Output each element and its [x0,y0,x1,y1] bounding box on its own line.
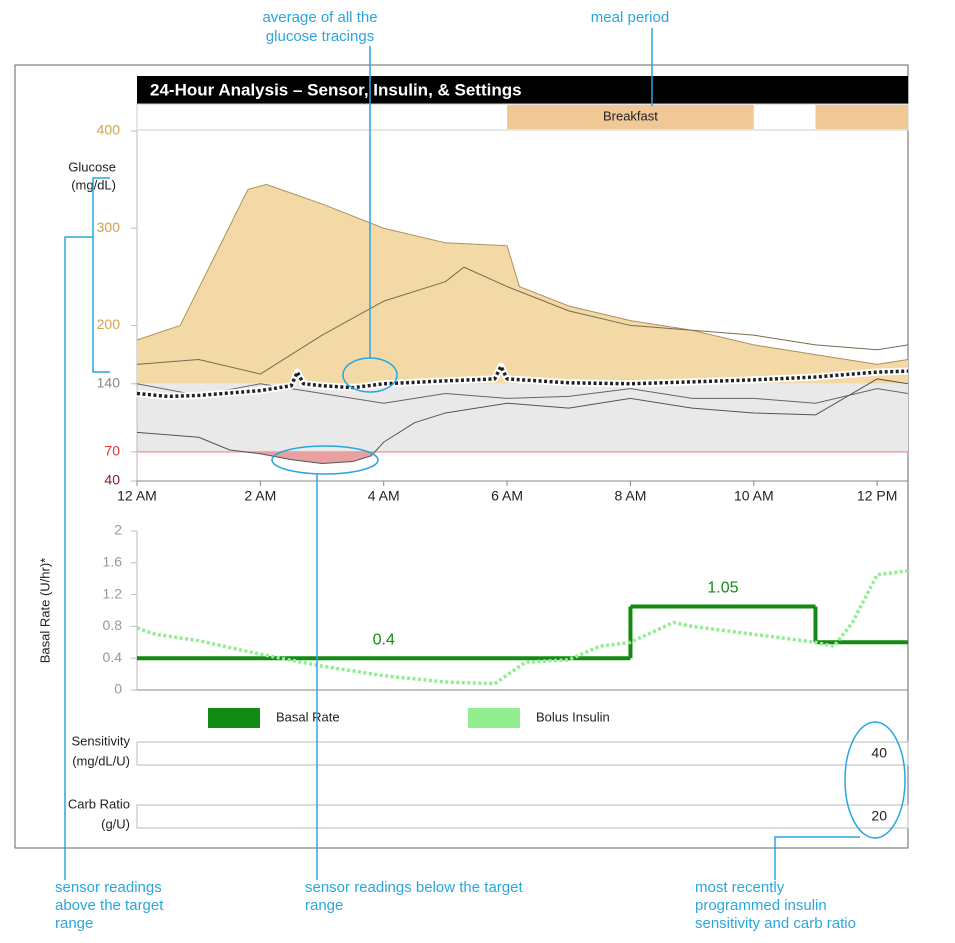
report-frame [14,64,909,849]
annotation-text: most recently [695,879,785,896]
x-tick-label: 2 AM [244,488,276,504]
y-axis-label: Glucose [68,159,116,174]
y-tick-label: 200 [97,316,121,332]
legend-label: Bolus Insulin [536,709,610,724]
legend-swatch [208,708,260,728]
tracing-line [136,378,909,464]
settings-bar [136,741,909,766]
x-tick-label: 12 AM [117,488,157,504]
settings-label: (g/U) [101,816,130,831]
meal-period [507,105,754,129]
title-bar [137,76,908,104]
settings-label: (mg/dL/U) [72,753,130,768]
x-tick-label: 6 AM [491,488,523,504]
annotations: average of all the glucose tracings meal… [55,9,856,932]
settings-label: Sensitivity [71,733,130,748]
legend-swatch [468,708,520,728]
target-band [137,383,908,452]
meal-label: Breakfast [603,108,658,123]
average-line [136,569,909,686]
annotation-text: range [55,915,93,932]
x-tick-label: 8 AM [614,488,646,504]
annotation-leaders [64,28,906,880]
data-label: 0.4 [373,631,395,648]
leader-line [774,836,860,880]
meal-period [815,105,908,129]
y-tick-label: 0.8 [103,617,123,633]
y-tick-label: 300 [97,219,121,235]
annotation-text: programmed insulin [695,897,827,914]
annotation-text: meal period [591,9,669,26]
settings-bar [136,804,909,829]
y-tick-label: 0.4 [103,649,123,665]
y-tick-label: 0 [114,681,122,697]
tracing-line [136,383,909,404]
settings-label: Carb Ratio [68,796,130,811]
callout-ellipse [271,445,379,475]
range-area [244,451,375,464]
y-tick-label: 40 [104,472,120,488]
settings-value: 20 [871,808,887,824]
y-tick-label: 1.2 [103,585,123,601]
bracket [92,177,110,373]
leader-line [64,236,93,880]
x-tick-label: 12 PM [857,488,897,504]
settings-value: 40 [871,745,887,761]
y-tick-label: 2 [114,522,122,538]
y-tick-label: 140 [97,374,121,390]
y-tick-label: 70 [104,443,120,459]
x-tick-label: 4 AM [368,488,400,504]
tracing-line [136,183,909,365]
annotation-text: average of all the [262,9,377,26]
annotation-text: range [305,897,343,914]
tracing-line [136,266,909,375]
annotation-text: sensor readings below the target [305,879,523,896]
x-tick-label: 10 AM [734,488,774,504]
annotation-text: sensitivity and carb ratio [695,915,856,932]
legend-label: Basal Rate [276,709,340,724]
annotation-text: sensor readings [55,879,162,896]
average-line [136,364,909,399]
range-area [137,184,908,384]
y-tick-label: 1.6 [103,554,123,570]
callout-ellipse [844,721,906,839]
annotation-text: glucose tracings [266,28,374,45]
annotation-text: above the target [55,897,164,914]
y-tick-label: 400 [97,122,121,138]
y-axis-label: Basal Rate (U/hr)* [37,558,52,663]
chart-title: 24-Hour Analysis – Sensor, Insulin, & Se… [150,80,522,99]
data-label: 1.05 [707,580,738,597]
